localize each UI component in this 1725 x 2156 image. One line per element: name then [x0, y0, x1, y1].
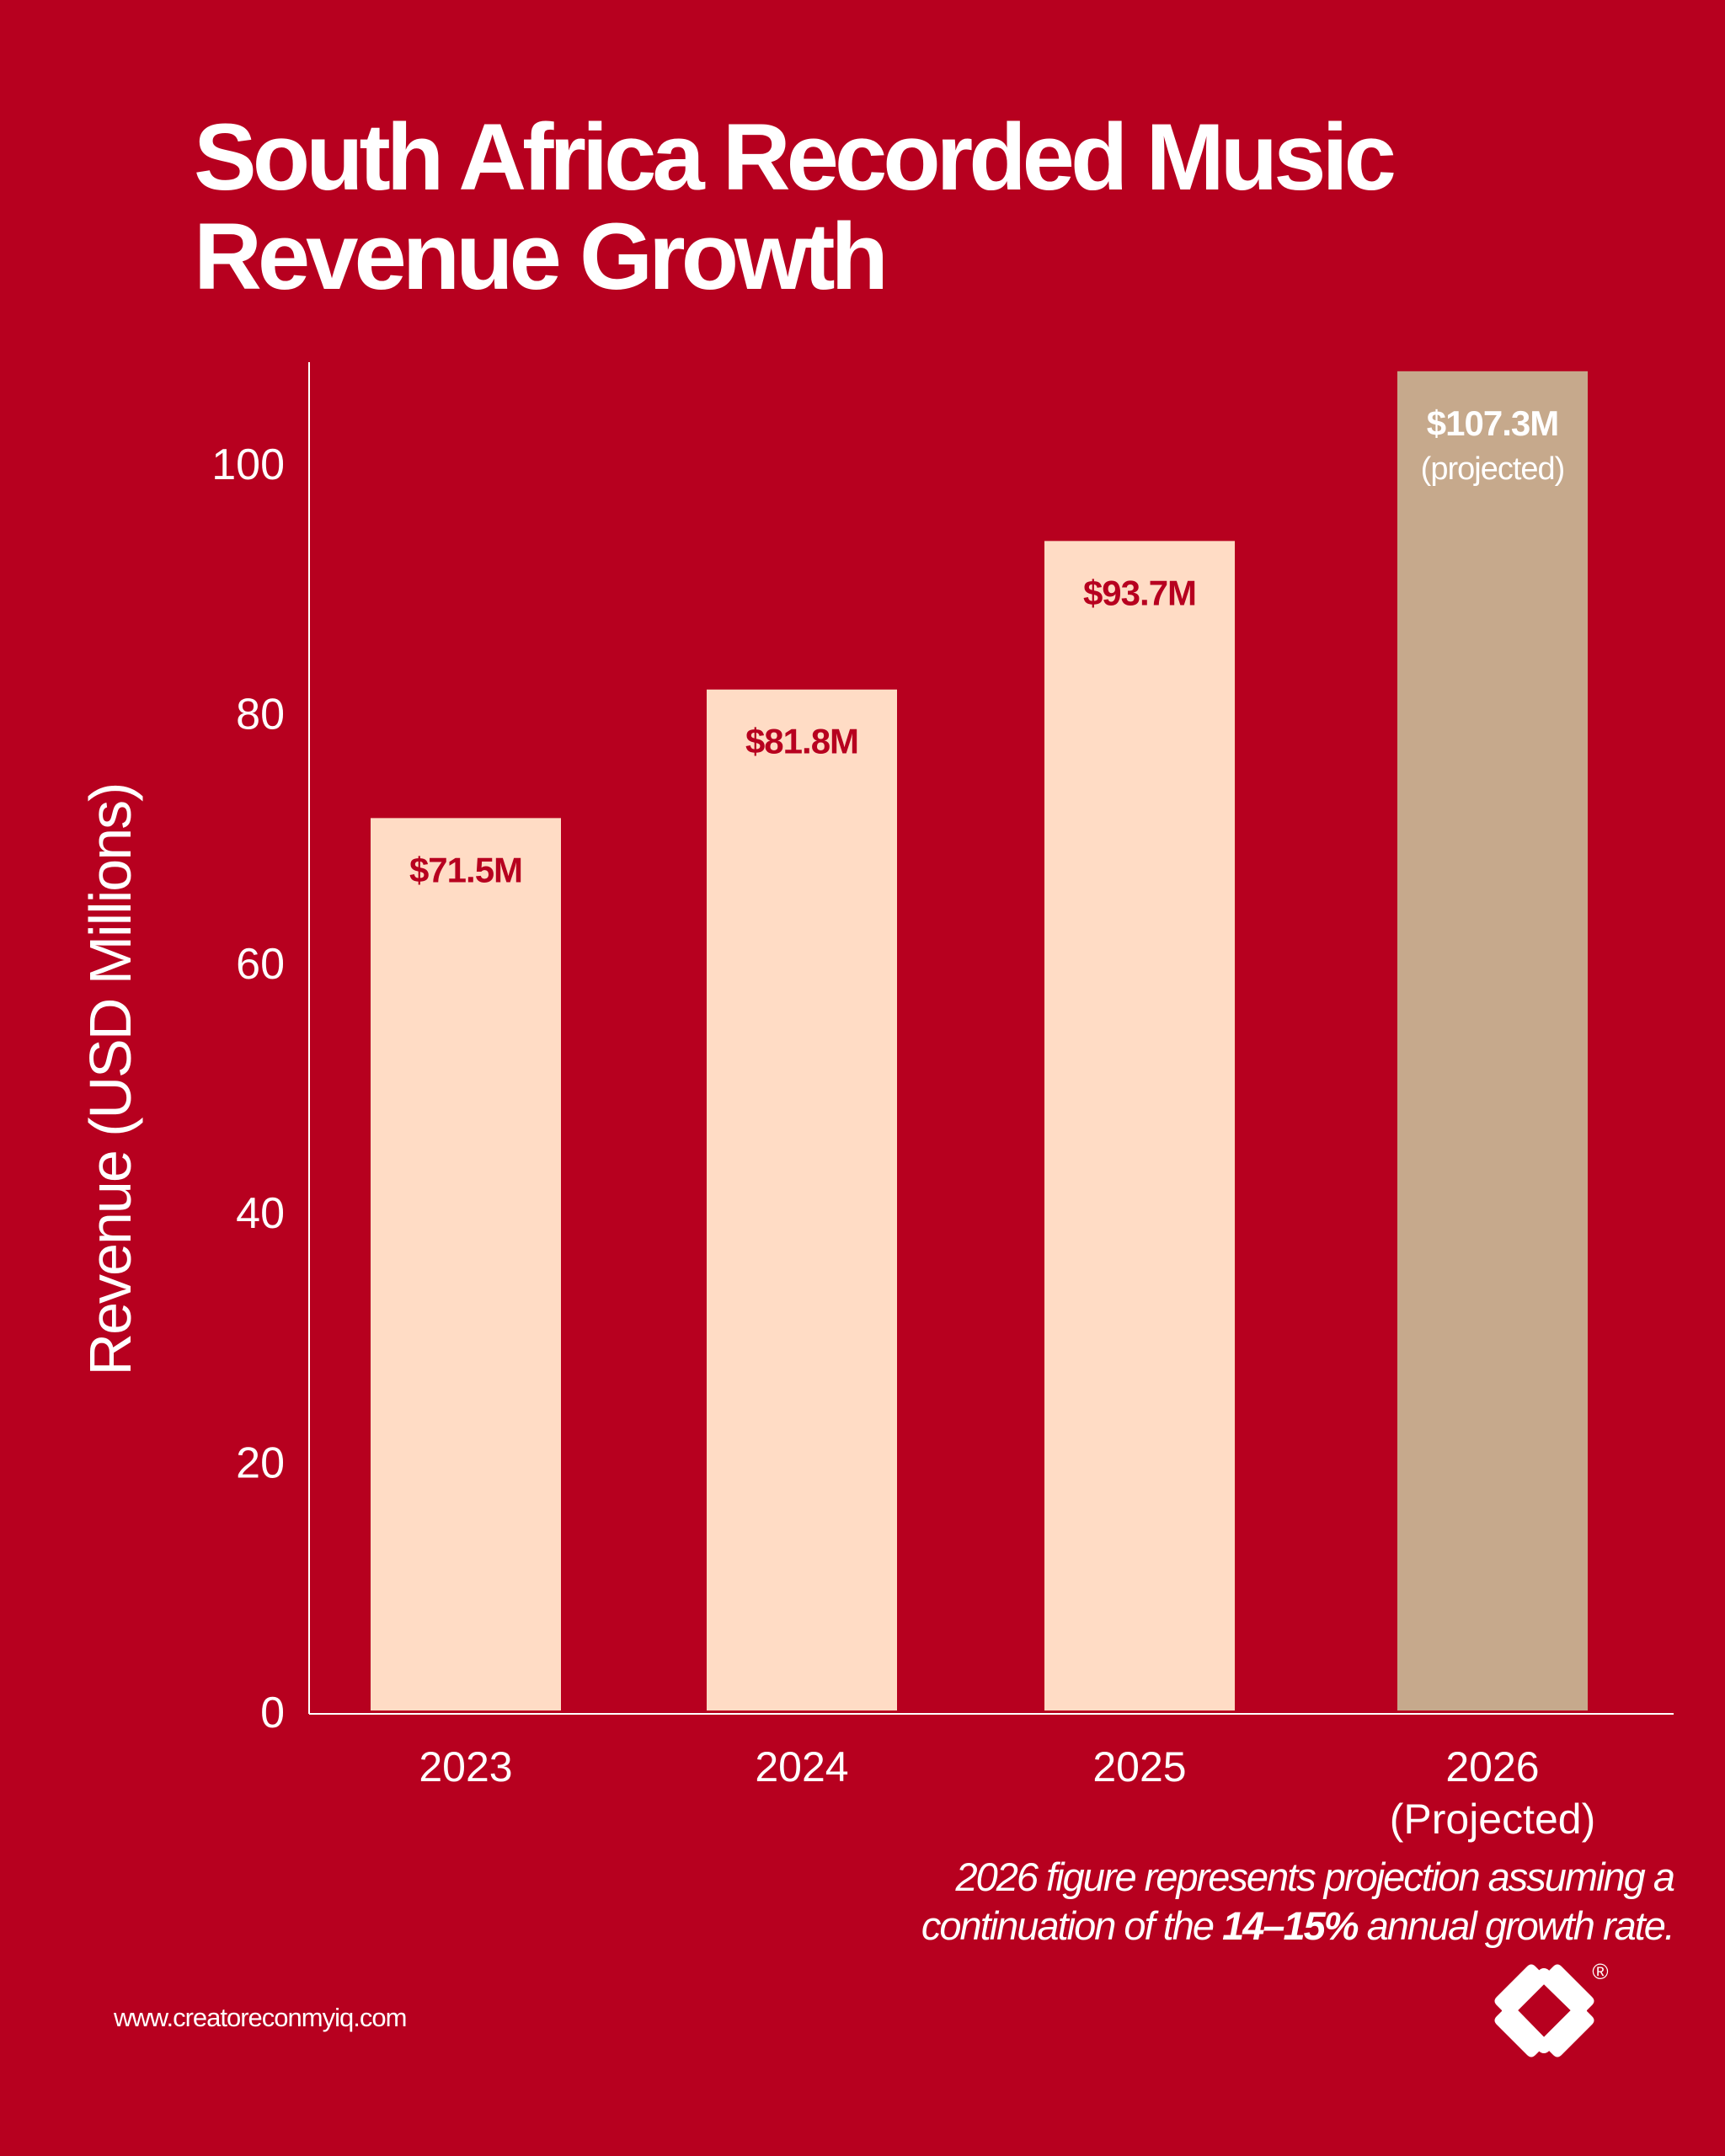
y-tick-label: 0: [260, 1689, 285, 1737]
footnote-text-end: annual growth rate.: [1357, 1903, 1675, 1948]
data-label: $81.8M: [745, 722, 858, 761]
y-tick-label: 40: [236, 1189, 285, 1238]
y-tick-label: 60: [236, 940, 285, 989]
data-label: (projected): [1421, 451, 1565, 487]
y-tick-label: 80: [236, 690, 285, 739]
x-tick-label: 2024: [755, 1743, 848, 1790]
footnote-line-1: 2026 figure represents projection assumi…: [955, 1854, 1675, 1899]
y-tick-label: 20: [236, 1439, 285, 1488]
footnote-text: continuation of the: [921, 1903, 1223, 1948]
data-label: $71.5M: [409, 850, 522, 889]
footnote-line-2: continuation of the 14–15% annual growth…: [921, 1902, 1675, 1951]
title-line-1: South Africa Recorded Music: [194, 104, 1397, 210]
data-label: $93.7M: [1083, 573, 1196, 612]
footnote-growth-rate: 14–15%: [1222, 1903, 1359, 1948]
x-tick-label: 2023: [419, 1743, 512, 1790]
bar-2025: [1044, 541, 1235, 1711]
y-tick-label: 100: [211, 440, 285, 489]
data-label: $107.3M: [1427, 403, 1558, 443]
bar-2023: [371, 818, 561, 1710]
y-axis-label: Revenue (USD Millions): [77, 784, 143, 1376]
chart-title: South Africa Recorded Music Revenue Grow…: [194, 104, 1397, 309]
title-line-2: Revenue Growth: [194, 204, 889, 309]
bar-2024: [707, 689, 897, 1710]
footnote: 2026 figure represents projection assumi…: [921, 1853, 1675, 1951]
x-tick-label: (Projected): [1390, 1796, 1596, 1843]
bar-2026: [1397, 371, 1588, 1711]
diamond-logo-icon: ®: [1494, 1962, 1609, 2057]
bar-chart: 0 20 40 60 80 100 Revenue (USD Millions) $71.5M…: [77, 362, 1674, 1843]
x-tick-label: 2026: [1445, 1743, 1539, 1790]
x-tick-label: 2025: [1092, 1743, 1186, 1790]
registered-mark: ®: [1592, 1962, 1608, 1984]
website-link[interactable]: www.creatoreconmyiq.com: [114, 2003, 407, 2032]
